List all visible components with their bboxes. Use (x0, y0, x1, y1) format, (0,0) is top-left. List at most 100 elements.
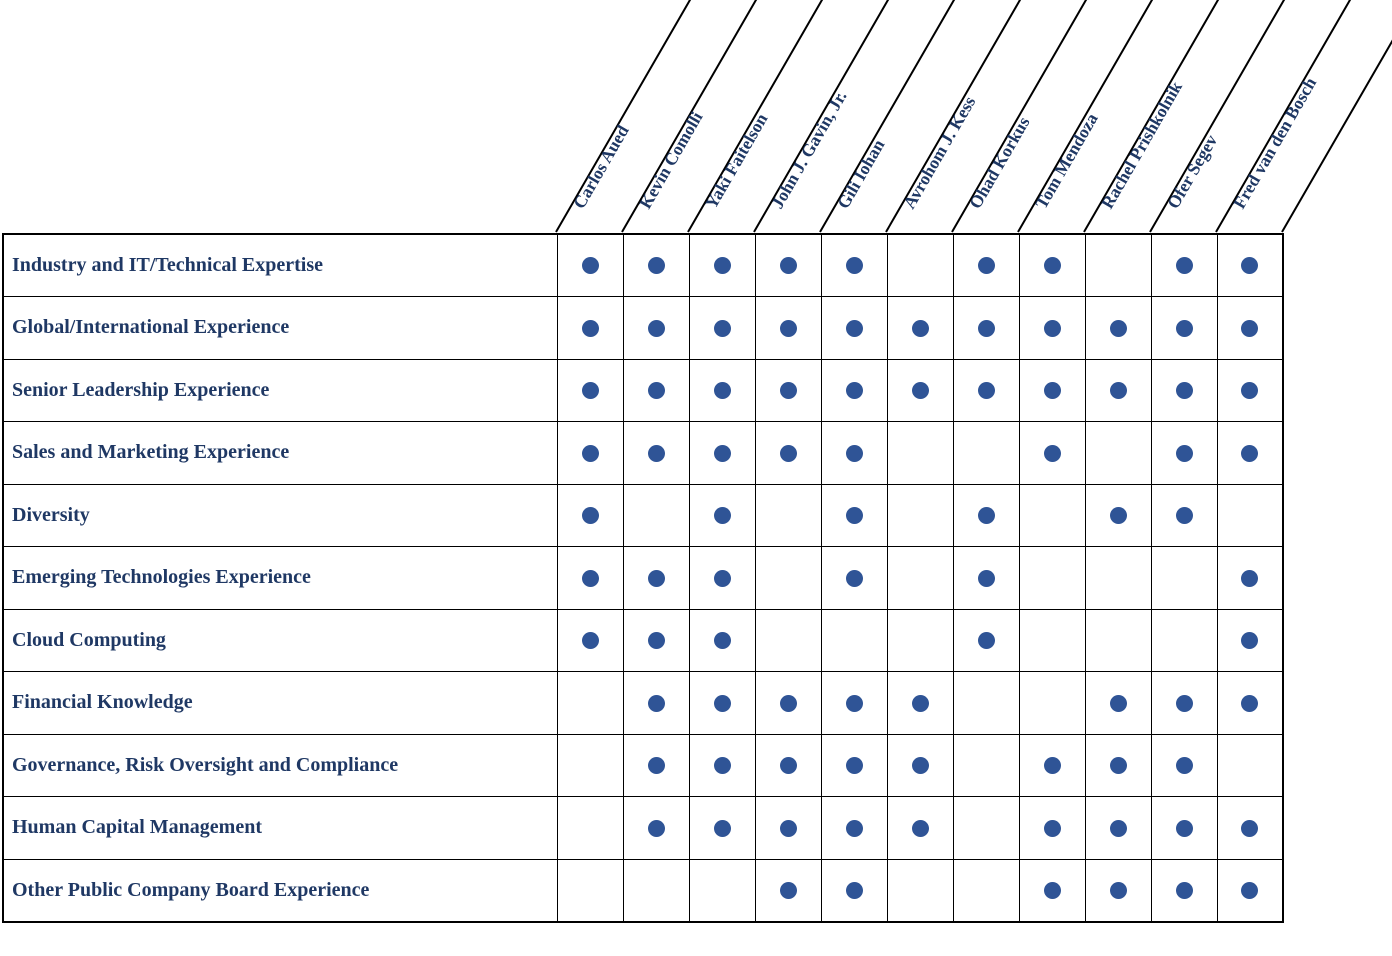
dot-icon (647, 757, 665, 775)
matrix-cell (622, 483, 690, 547)
matrix-cell (886, 296, 954, 360)
matrix-cell (1084, 858, 1152, 922)
dot-icon (1175, 257, 1193, 275)
matrix-cell (1018, 358, 1086, 422)
dot-icon (845, 507, 863, 525)
matrix-cell (952, 671, 1020, 735)
dot-icon (1241, 319, 1259, 337)
dot-icon (1175, 881, 1193, 899)
dot-icon (977, 507, 995, 525)
dot-icon (1043, 819, 1061, 837)
dot-icon (581, 257, 599, 275)
matrix-cell (886, 358, 954, 422)
dot-icon (1109, 507, 1127, 525)
dot-icon (779, 444, 797, 462)
matrix-cell (952, 733, 1020, 797)
column-header-fred-van-den-bosch: Fred van den Bosch (1228, 73, 1321, 212)
matrix-cell (1150, 671, 1218, 735)
matrix-cell (688, 421, 756, 485)
dot-icon (1241, 382, 1259, 400)
dot-icon (713, 819, 731, 837)
matrix-cell (886, 733, 954, 797)
matrix-cell (952, 296, 1020, 360)
dot-icon (845, 757, 863, 775)
matrix-cell (820, 671, 888, 735)
skill-label: Cloud Computing (2, 608, 558, 672)
matrix-cell (1216, 421, 1284, 485)
matrix-row-cloud-computing: Cloud Computing (2, 608, 1284, 672)
dot-icon (845, 881, 863, 899)
dot-icon (647, 632, 665, 650)
matrix-cell (1150, 358, 1218, 422)
dot-icon (845, 382, 863, 400)
matrix-cell (688, 546, 756, 610)
dot-icon (845, 444, 863, 462)
matrix-cell (622, 421, 690, 485)
dot-icon (581, 569, 599, 587)
dot-icon (1175, 507, 1193, 525)
matrix-cell (1216, 358, 1284, 422)
matrix-cell (1150, 858, 1218, 922)
matrix-cell (952, 796, 1020, 860)
matrix-row-governance-risk-oversight-and-compliance: Governance, Risk Oversight and Complianc… (2, 733, 1284, 797)
matrix-cell (1150, 421, 1218, 485)
matrix-cell (754, 671, 822, 735)
dot-icon (1043, 319, 1061, 337)
matrix-row-diversity: Diversity (2, 483, 1284, 547)
dot-icon (779, 819, 797, 837)
matrix-cell (820, 296, 888, 360)
matrix-cell (754, 858, 822, 922)
matrix-cell (1018, 608, 1086, 672)
matrix-row-financial-knowledge: Financial Knowledge (2, 671, 1284, 735)
dot-icon (1241, 694, 1259, 712)
dot-icon (1241, 632, 1259, 650)
matrix-cell (556, 671, 624, 735)
matrix-cell (754, 358, 822, 422)
matrix-row-other-public-company-board-experience: Other Public Company Board Experience (2, 858, 1284, 922)
dot-icon (581, 382, 599, 400)
dot-icon (779, 257, 797, 275)
dot-icon (977, 632, 995, 650)
matrix-cell (1216, 796, 1284, 860)
matrix-cell (820, 546, 888, 610)
dot-icon (581, 632, 599, 650)
matrix-cell (886, 608, 954, 672)
matrix-cell (1084, 421, 1152, 485)
dot-icon (647, 319, 665, 337)
matrix-cell (556, 546, 624, 610)
dot-icon (1241, 819, 1259, 837)
matrix-cell (622, 358, 690, 422)
dot-icon (911, 694, 929, 712)
matrix-cell (754, 546, 822, 610)
matrix-row-emerging-technologies-experience: Emerging Technologies Experience (2, 546, 1284, 610)
matrix-cell (1084, 671, 1152, 735)
matrix-cell (886, 858, 954, 922)
skill-label: Industry and IT/Technical Expertise (2, 233, 558, 297)
matrix-row-industry-and-it-technical-expertise: Industry and IT/Technical Expertise (2, 233, 1284, 297)
matrix-cell (754, 483, 822, 547)
matrix-cell (688, 608, 756, 672)
matrix-cell (820, 608, 888, 672)
dot-icon (1175, 319, 1193, 337)
dot-icon (713, 507, 731, 525)
dot-icon (779, 757, 797, 775)
matrix-cell (886, 671, 954, 735)
matrix-cell (754, 296, 822, 360)
dot-icon (647, 819, 665, 837)
dot-icon (977, 319, 995, 337)
dot-icon (713, 632, 731, 650)
matrix-cell (1018, 671, 1086, 735)
matrix-cell (1150, 233, 1218, 297)
matrix-cell (622, 858, 690, 922)
matrix-cell (556, 358, 624, 422)
matrix-row-global-international-experience: Global/International Experience (2, 296, 1284, 360)
matrix-cell (1084, 358, 1152, 422)
matrix-cell (556, 796, 624, 860)
matrix-cell (886, 546, 954, 610)
matrix-cell (886, 233, 954, 297)
matrix-cell (1216, 608, 1284, 672)
skill-label: Global/International Experience (2, 296, 558, 360)
dot-icon (713, 694, 731, 712)
matrix-cell (1084, 296, 1152, 360)
dot-icon (713, 319, 731, 337)
